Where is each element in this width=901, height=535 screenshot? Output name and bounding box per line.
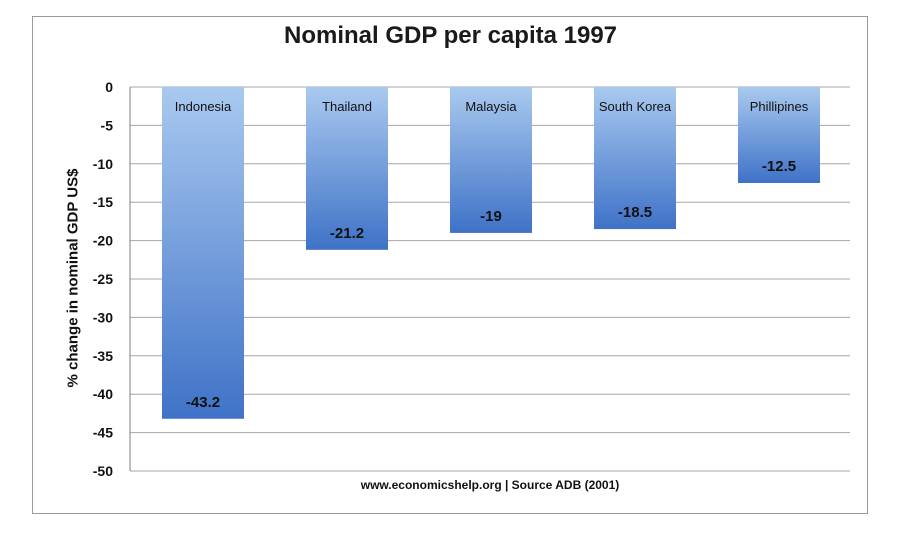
- bar-phillipines: [738, 87, 820, 183]
- value-label: -43.2: [186, 394, 220, 411]
- category-label: Phillipines: [750, 99, 809, 114]
- value-label: -19: [480, 208, 502, 225]
- y-tick-label: -10: [93, 156, 113, 172]
- chart-footer: www.economicshelp.org | Source ADB (2001…: [360, 478, 620, 492]
- y-tick-labels: 0 -5 -10 -15 -20 -25 -30 -35 -40 -45 -50: [93, 79, 113, 479]
- bar-thailand: [306, 87, 388, 250]
- y-tick-label: -50: [93, 463, 113, 479]
- value-label: -18.5: [618, 204, 652, 221]
- bars: [162, 87, 820, 419]
- category-label: Malaysia: [465, 99, 517, 114]
- bar-malaysia: [450, 87, 532, 233]
- bar-labels: Indonesia -43.2 Thailand -21.2 Malaysia -19 So…: [175, 99, 809, 411]
- bar-indonesia: [162, 87, 244, 419]
- y-tick-label: -25: [93, 271, 113, 287]
- y-tick-label: 0: [105, 79, 113, 95]
- y-tick-label: -5: [101, 117, 114, 133]
- bar-south-korea: [594, 87, 676, 230]
- category-label: Thailand: [322, 99, 372, 114]
- y-tick-label: -20: [93, 233, 113, 249]
- y-tick-label: -45: [93, 425, 113, 441]
- value-label: -12.5: [762, 158, 796, 175]
- value-label: -21.2: [330, 225, 364, 242]
- y-tick-label: -30: [93, 309, 113, 325]
- y-tick-label: -15: [93, 194, 113, 210]
- category-label: South Korea: [599, 99, 672, 114]
- y-tick-label: -35: [93, 348, 113, 364]
- category-label: Indonesia: [175, 99, 232, 114]
- y-tick-label: -40: [93, 386, 113, 402]
- chart-title: Nominal GDP per capita 1997: [283, 22, 618, 49]
